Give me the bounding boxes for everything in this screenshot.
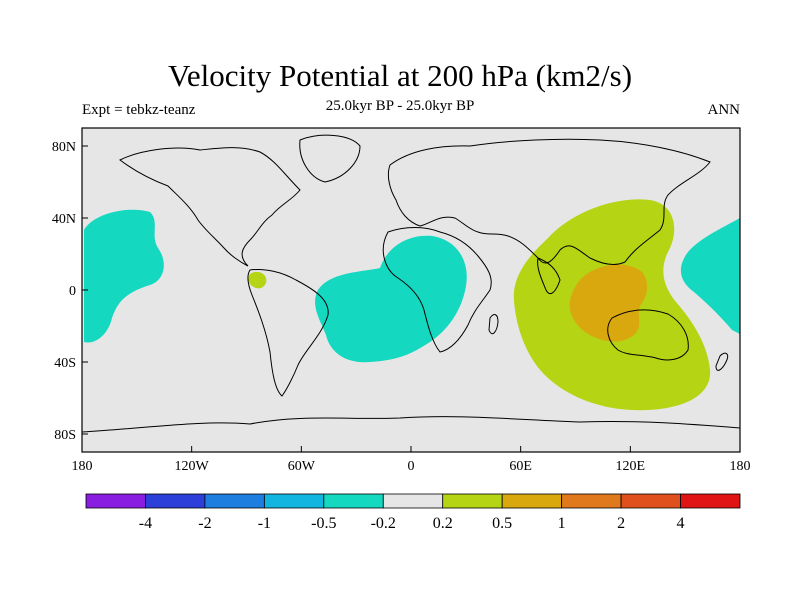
region-negative-east-pacific — [84, 209, 164, 343]
coastlines — [82, 134, 740, 433]
coastline-africa — [382, 227, 492, 353]
coastline-antarctica — [82, 416, 740, 433]
lon-tick-label: 120W — [175, 459, 210, 474]
coastline-greenland — [299, 134, 361, 183]
colorbar-level-label: 0.2 — [433, 515, 453, 532]
colorbar-swatch — [263, 493, 325, 509]
colorbar-swatch — [680, 493, 741, 509]
colorbar-level-label: -4 — [139, 515, 152, 532]
colorbar-level-label: -0.2 — [371, 515, 396, 532]
colorbar-swatch — [442, 493, 503, 509]
region-negative-west-pacific — [680, 218, 740, 334]
region-positive-maritime-continent — [569, 264, 648, 342]
contour-layer — [82, 134, 740, 433]
lat-tick-label: 80S — [54, 428, 76, 443]
lon-tick-label: 120E — [616, 459, 646, 474]
colorbar-level-label: -2 — [198, 515, 211, 532]
time-range-label: 25.0kyr BP - 25.0kyr BP — [325, 98, 475, 114]
colorbar-swatch — [204, 493, 265, 509]
colorbar-swatch — [382, 493, 444, 509]
lat-tick-label: 80N — [52, 140, 76, 155]
coastline-north-america — [119, 147, 301, 267]
lat-tick-label: 0 — [69, 284, 76, 299]
lon-tick-label: 60W — [288, 459, 316, 474]
season-label: ANN — [707, 102, 741, 118]
lon-tick-label: 180 — [730, 459, 751, 474]
lon-tick-label: 0 — [408, 459, 415, 474]
colorbar: -4 -2 -1 -0.5 -0.2 0.2 0.5 1 2 4 — [85, 493, 741, 532]
colorbar-level-label: 4 — [677, 515, 685, 532]
coastline-eurasia — [387, 138, 711, 265]
region-negative-tropical-atlantic — [315, 235, 467, 363]
latitude-axis: 80N 40N 0 40S 80S — [52, 140, 88, 443]
lon-tick-label: 180 — [72, 459, 93, 474]
longitude-axis: 180 120W 60W 0 60E 120E 180 — [72, 446, 751, 474]
lat-tick-label: 40N — [52, 212, 76, 227]
colorbar-level-label: 1 — [558, 515, 566, 532]
colorbar-level-label: 0.5 — [492, 515, 512, 532]
lat-tick-label: 40S — [54, 356, 76, 371]
experiment-label: Expt = tebkz-teanz — [82, 102, 196, 118]
lon-tick-label: 60E — [509, 459, 532, 474]
chart-title: Velocity Potential at 200 hPa (km2/s) — [167, 58, 633, 93]
colorbar-level-label: -0.5 — [311, 515, 336, 532]
colorbar-swatch — [145, 493, 206, 509]
colorbar-swatch — [501, 493, 563, 509]
coastline-south-america — [247, 269, 329, 397]
colorbar-swatch — [561, 493, 622, 509]
colorbar-swatch — [323, 493, 384, 509]
coastline-madagascar — [488, 314, 499, 335]
colorbar-level-label: -1 — [258, 515, 271, 532]
colorbar-level-label: 2 — [617, 515, 625, 532]
region-positive-colombia — [248, 271, 267, 289]
colorbar-swatch — [85, 493, 146, 509]
colorbar-swatch — [620, 493, 681, 509]
coastline-australia — [607, 309, 689, 361]
coastline-india — [537, 257, 561, 295]
coastline-new-zealand — [715, 352, 729, 371]
